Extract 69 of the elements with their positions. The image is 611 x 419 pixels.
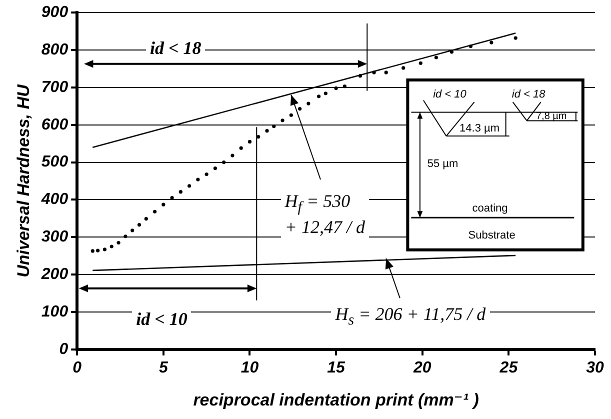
y-tick-label: 900 — [41, 4, 68, 22]
annotation: H$_{f}$ = 530 + 12,47 / d — [280, 191, 369, 238]
point — [130, 228, 134, 232]
y-tick-label: 100 — [41, 303, 68, 320]
point — [306, 102, 310, 106]
y-tick-label: 600 — [41, 116, 68, 134]
point — [213, 166, 218, 170]
point — [280, 118, 284, 122]
point — [468, 44, 473, 48]
point — [434, 56, 438, 60]
annotation: id < 18 — [512, 88, 546, 101]
x-tick-label: 10 — [240, 359, 259, 376]
y-tick-label: 0 — [59, 340, 68, 358]
point — [265, 129, 269, 133]
y-axis-title: Universal Hardness, HU — [14, 84, 33, 278]
y-tick-label: 300 — [41, 228, 68, 246]
point — [514, 36, 518, 40]
point — [204, 172, 208, 176]
point — [188, 184, 192, 188]
point — [298, 106, 302, 111]
x-tick-label: 5 — [158, 359, 169, 376]
point — [256, 135, 260, 139]
point — [334, 86, 338, 90]
annotation: coating — [472, 202, 508, 214]
point — [316, 94, 321, 98]
point — [102, 248, 107, 252]
point — [490, 40, 494, 44]
point — [384, 70, 388, 74]
point — [239, 146, 243, 150]
point — [96, 248, 100, 252]
x-tick-label: 20 — [412, 359, 432, 376]
y-tick-label: 500 — [41, 154, 68, 171]
y-tick-label: 400 — [40, 191, 68, 208]
y-tick-label: 700 — [41, 78, 68, 96]
annotation: H$_{s}$ = 206 + 11,75 / d — [331, 304, 490, 330]
point — [178, 190, 182, 194]
y-tick-label: 200 — [40, 266, 68, 283]
y-tick-label: 800 — [41, 41, 68, 58]
point — [450, 50, 454, 54]
x-tick-label: 30 — [586, 359, 604, 376]
point — [116, 240, 120, 245]
point — [110, 244, 114, 248]
point — [358, 74, 362, 78]
x-axis-title: reciprocal indentation print (mm⁻¹ ) — [193, 390, 480, 410]
point — [289, 113, 293, 117]
x-tick-label: 0 — [72, 359, 82, 376]
point — [402, 66, 406, 70]
point — [324, 92, 328, 96]
point — [90, 249, 94, 253]
point — [196, 178, 200, 182]
point — [162, 202, 166, 206]
point — [152, 210, 157, 214]
annotation: id < 18 — [146, 38, 206, 59]
x-tick-label: 15 — [327, 359, 346, 376]
point — [144, 216, 148, 221]
point — [137, 222, 142, 227]
point — [124, 234, 128, 238]
point — [342, 84, 346, 88]
point — [230, 154, 234, 158]
point — [372, 70, 376, 74]
point — [418, 61, 422, 65]
annotation: id < 10 — [433, 88, 468, 101]
annotation: id < 10 — [132, 308, 192, 330]
annotation: Substrate — [468, 230, 516, 242]
point — [248, 140, 252, 144]
x-tick-label: 25 — [498, 359, 519, 376]
annotation: 14.3 µm — [460, 122, 500, 135]
point — [222, 160, 226, 164]
annotation: 55 µm — [427, 158, 458, 170]
